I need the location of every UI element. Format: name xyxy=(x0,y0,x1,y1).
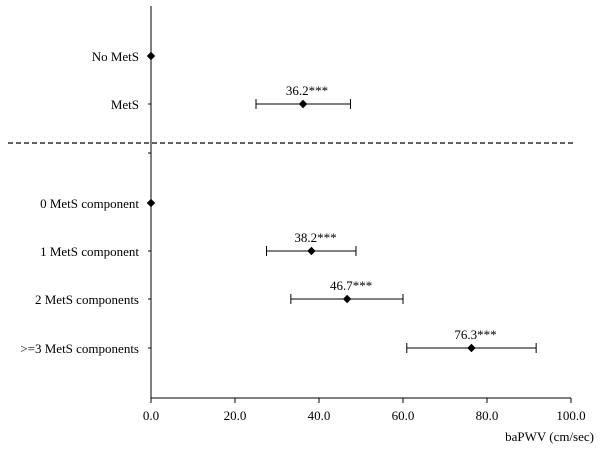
row-label: No MetS xyxy=(92,49,139,64)
value-label: 36.2*** xyxy=(286,83,328,98)
point-marker xyxy=(342,294,352,304)
x-tick-label: 60.0 xyxy=(392,408,415,423)
row-label: MetS xyxy=(111,97,139,112)
value-label: 46.7*** xyxy=(330,278,372,293)
x-tick-label: 40.0 xyxy=(308,408,331,423)
value-label: 38.2*** xyxy=(294,230,336,245)
x-tick-label: 80.0 xyxy=(476,408,499,423)
x-tick-label: 100.0 xyxy=(556,408,585,423)
point-marker xyxy=(146,198,156,208)
point-marker xyxy=(298,99,308,109)
x-tick-label: 20.0 xyxy=(224,408,247,423)
x-axis-title: baPWV (cm/sec) xyxy=(505,429,594,444)
row-label: 2 MetS components xyxy=(35,292,139,307)
value-label: 76.3*** xyxy=(454,327,496,342)
row-label: >=3 MetS components xyxy=(20,341,139,356)
point-marker xyxy=(467,343,476,353)
x-tick-label: 0.0 xyxy=(143,408,159,423)
point-marker xyxy=(146,51,156,61)
row-label: 1 MetS component xyxy=(40,244,139,259)
point-marker xyxy=(307,246,316,256)
row-label: 0 MetS component xyxy=(40,196,139,211)
